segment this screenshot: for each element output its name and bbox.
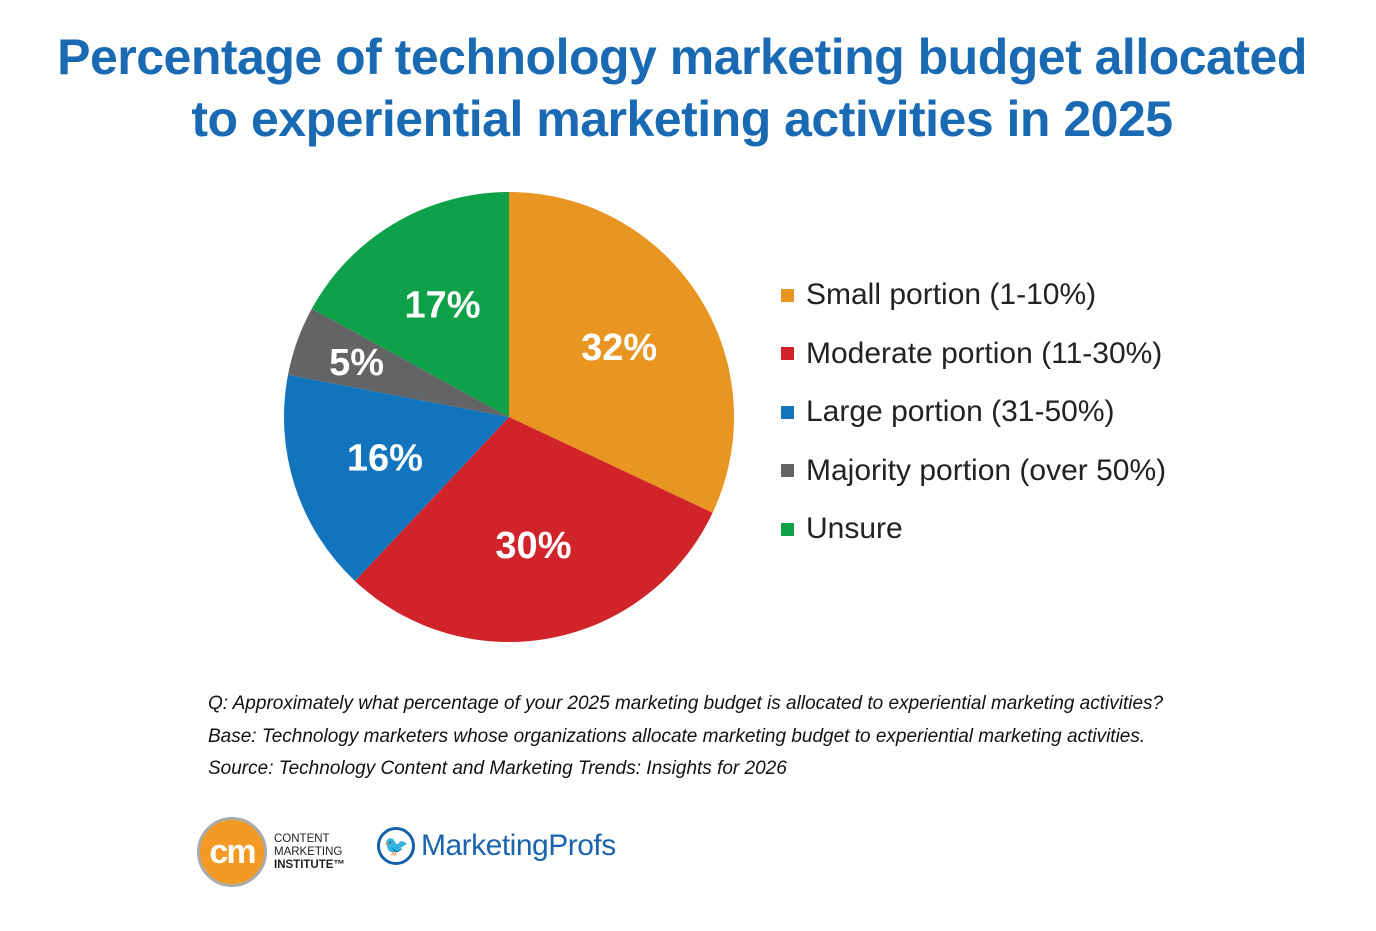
slice-data-label: 17% <box>405 285 481 327</box>
legend-item: Small portion (1-10%) <box>781 266 1166 325</box>
legend-item: Majority portion (over 50%) <box>781 442 1166 501</box>
legend-item: Large portion (31-50%) <box>781 383 1166 442</box>
legend-swatch <box>781 405 794 419</box>
legend-swatch <box>781 288 794 302</box>
slice-data-label: 30% <box>495 525 571 567</box>
legend-item: Unsure <box>781 500 1166 559</box>
legend-label: Large portion (31-50%) <box>806 395 1115 429</box>
legend-swatch <box>781 522 794 536</box>
legend-label: Moderate portion (11-30%) <box>806 336 1163 370</box>
base-note: Base: Technology marketers whose organiz… <box>208 725 1146 747</box>
pie-slice <box>509 192 734 513</box>
legend-label: Small portion (1-10%) <box>806 278 1097 312</box>
slice-data-label: 16% <box>347 437 423 479</box>
chart-notes: Q: Approximately what percentage of your… <box>208 688 1163 786</box>
legend-swatch <box>781 464 794 478</box>
question-note: Q: Approximately what percentage of your… <box>208 693 1164 714</box>
legend-label: Majority portion (over 50%) <box>806 453 1167 487</box>
legend-item: Moderate portion (11-30%) <box>781 325 1166 384</box>
cmi-logo-mark: cm <box>197 817 267 887</box>
cmi-line: MARKETING <box>274 845 343 858</box>
legend-label: Unsure <box>806 512 903 546</box>
marketingprofs-logo: 🐦 MarketingProfs <box>377 827 616 865</box>
chart-title: Percentage of technology marketing budge… <box>0 26 1364 150</box>
marketingprofs-name: MarketingProfs <box>421 829 616 862</box>
legend: Small portion (1-10%) Moderate portion (… <box>781 266 1166 559</box>
chart-title-line: Percentage of technology marketing budge… <box>57 29 1307 85</box>
cmi-logo: cm CONTENT MARKETING INSTITUTE™ <box>197 817 345 887</box>
pie-slice <box>287 308 509 417</box>
slice-data-label: 32% <box>581 327 657 369</box>
pie-slice <box>354 417 713 642</box>
cmi-line: CONTENT <box>274 832 330 845</box>
bird-icon: 🐦 <box>377 827 415 865</box>
slice-data-label: 5% <box>329 342 384 384</box>
cmi-line: INSTITUTE™ <box>274 858 345 871</box>
source-note: Source: Technology Content and Marketing… <box>208 758 787 779</box>
cmi-logo-text: CONTENT MARKETING INSTITUTE™ <box>274 833 345 872</box>
legend-swatch <box>781 347 794 361</box>
chart-title-line: to experiential marketing activities in … <box>191 91 1173 147</box>
pie-slice <box>284 374 509 582</box>
cmi-mark-text: cm <box>209 832 256 871</box>
pie-slice <box>311 192 509 417</box>
